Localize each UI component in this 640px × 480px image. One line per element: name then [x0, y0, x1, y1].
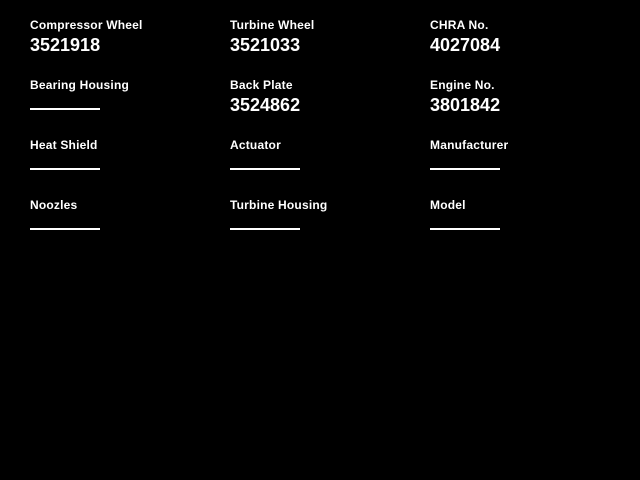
field-value: 3524862 [230, 95, 301, 115]
field-label: Turbine Wheel [230, 18, 315, 32]
empty-value-underline [30, 168, 100, 170]
field-value: 3521033 [230, 35, 301, 55]
field-label: Bearing Housing [30, 78, 130, 92]
field-value: 3801842 [430, 95, 501, 115]
field-label: Noozles [30, 198, 78, 212]
empty-value-underline [30, 228, 100, 230]
field-label: Back Plate [230, 78, 293, 92]
field-value: 3521918 [30, 35, 101, 55]
field-bearing-housing: Bearing Housing [30, 78, 230, 138]
field-noozles: Noozles [30, 198, 230, 258]
field-label: Manufacturer [430, 138, 509, 152]
field-heat-shield: Heat Shield [30, 138, 230, 198]
empty-value-underline [230, 168, 300, 170]
field-label: Engine No. [430, 78, 495, 92]
field-label: Heat Shield [30, 138, 98, 152]
empty-value-underline [30, 108, 100, 110]
field-label: Actuator [230, 138, 281, 152]
field-label: CHRA No. [430, 18, 489, 32]
field-actuator: Actuator [230, 138, 430, 198]
field-manufacturer: Manufacturer [430, 138, 630, 198]
field-turbine-housing: Turbine Housing [230, 198, 430, 258]
field-chra-no: CHRA No. 4027084 [430, 18, 630, 78]
field-compressor-wheel: Compressor Wheel 3521918 [30, 18, 230, 78]
field-label: Compressor Wheel [30, 18, 143, 32]
field-label: Turbine Housing [230, 198, 328, 212]
parts-form: Compressor Wheel 3521918 Turbine Wheel 3… [30, 18, 630, 258]
field-label: Model [430, 198, 466, 212]
field-model: Model [430, 198, 630, 258]
empty-value-underline [430, 228, 500, 230]
field-engine-no: Engine No. 3801842 [430, 78, 630, 138]
field-turbine-wheel: Turbine Wheel 3521033 [230, 18, 430, 78]
field-value: 4027084 [430, 35, 501, 55]
empty-value-underline [230, 228, 300, 230]
empty-value-underline [430, 168, 500, 170]
field-back-plate: Back Plate 3524862 [230, 78, 430, 138]
